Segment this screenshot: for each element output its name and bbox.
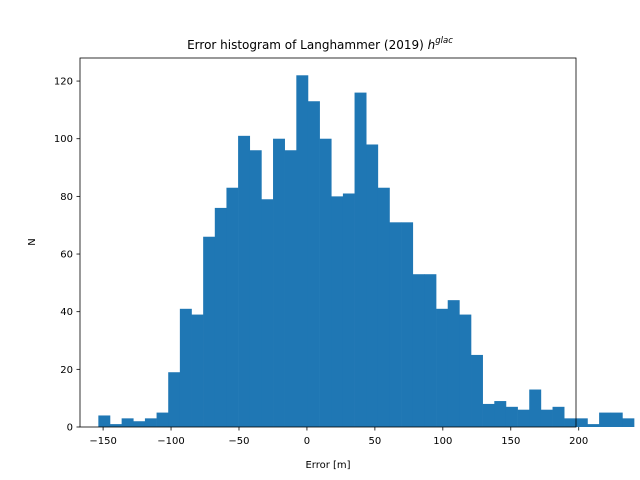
histogram-bar (249, 150, 262, 427)
x-tick-label: 100 (433, 436, 452, 447)
x-tick-label: 150 (501, 436, 520, 447)
histogram-bar (296, 75, 309, 427)
histogram-bar (273, 138, 285, 427)
histogram-bar (261, 199, 274, 427)
histogram-bar (342, 193, 355, 427)
histogram-bar (121, 418, 134, 427)
x-tick-label: −150 (89, 436, 116, 447)
histogram-bar (168, 372, 181, 427)
histogram-bar (284, 150, 297, 427)
histogram-bar (109, 424, 122, 427)
histogram-bar (412, 274, 425, 427)
histogram-bar (238, 135, 251, 427)
histogram-bar (214, 207, 227, 427)
histogram-bar (331, 196, 344, 427)
y-tick-label: 20 (60, 365, 73, 376)
histogram-bar (401, 222, 414, 427)
x-tick-label: −50 (228, 436, 249, 447)
histogram-bar (575, 418, 588, 427)
x-tick-label: −100 (157, 436, 184, 447)
histogram-bar (389, 222, 402, 427)
x-tick-label: 0 (304, 436, 310, 447)
histogram-bar (552, 406, 565, 427)
histogram-bar (179, 308, 192, 427)
histogram-bar (307, 101, 320, 427)
axes-frame (79, 57, 577, 428)
y-tick-label: 60 (60, 250, 73, 261)
histogram-bar (459, 314, 472, 427)
x-axis-label: Error [m] (305, 460, 350, 471)
x-tick-label: 200 (569, 436, 588, 447)
histogram-bar (447, 300, 460, 427)
x-axis-ticks: −150 −100 −50 0 50 100 150 200 (89, 427, 588, 447)
histogram-bar (540, 409, 553, 427)
histogram-bar (133, 421, 146, 427)
histogram-bar (622, 418, 635, 427)
histogram-bar (156, 412, 169, 427)
x-tick-label: 50 (369, 436, 382, 447)
histogram-bar (436, 308, 449, 427)
histogram-bar (599, 412, 612, 427)
histogram-bar (610, 412, 623, 427)
histogram-bar (564, 418, 577, 427)
histogram-bar (529, 389, 542, 427)
y-axis-label: N (27, 238, 38, 245)
histogram-bar (587, 424, 600, 427)
y-axis-ticks: 0 20 40 60 80 100 120 (54, 77, 80, 434)
y-tick-label: 100 (54, 134, 73, 145)
histogram-bar (144, 418, 157, 427)
chart-title: Error histogram of Langhammer (2019) hgl… (187, 36, 453, 52)
histogram-bar (377, 187, 390, 427)
histogram-bar (494, 401, 507, 427)
histogram-bar (482, 403, 495, 427)
histogram-bar (226, 187, 239, 427)
histogram-bar (203, 236, 216, 427)
y-tick-label: 120 (54, 77, 73, 88)
histogram-bar (191, 314, 204, 427)
histogram-bar (471, 354, 483, 427)
axes-spines (79, 57, 577, 428)
histogram-bar (424, 274, 437, 427)
y-tick-label: 80 (60, 192, 73, 203)
histogram-bar (517, 409, 530, 427)
y-tick-label: 0 (67, 423, 73, 434)
histogram-bar (98, 415, 111, 427)
histogram-bar (366, 144, 379, 427)
y-tick-label: 40 (60, 307, 73, 318)
histogram-bar (505, 406, 518, 427)
histogram-bar (319, 138, 332, 427)
histogram-bars (98, 75, 635, 427)
histogram-bar (354, 92, 367, 427)
